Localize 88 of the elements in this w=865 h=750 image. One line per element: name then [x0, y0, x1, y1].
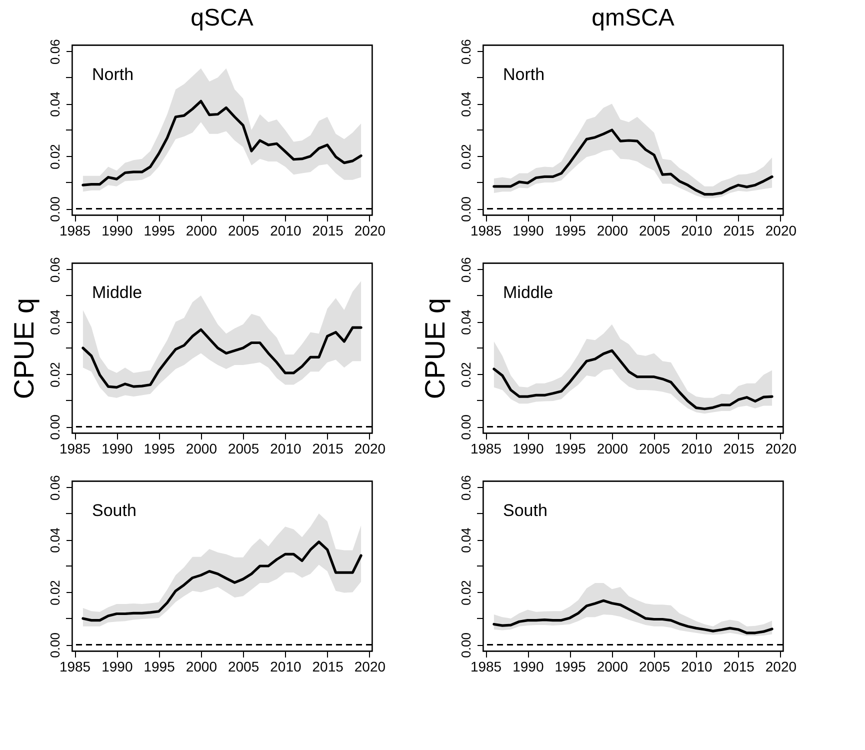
- x-tick-label: 2005: [228, 440, 260, 456]
- x-tick-label: 1995: [144, 658, 176, 674]
- x-tick-label: 2020: [354, 658, 386, 674]
- x-tick-label: 1985: [59, 440, 91, 456]
- annotation: Middle: [503, 283, 554, 302]
- x-tick-label: 2010: [681, 658, 712, 674]
- y-tick-label: 0.02: [458, 580, 474, 606]
- y-tick-label: 0.06: [48, 39, 62, 64]
- x-tick-label: 1990: [102, 222, 133, 238]
- y-tick-label: 0.00: [458, 414, 474, 440]
- x-tick-label: 2015: [723, 440, 755, 456]
- x-tick-label: 1995: [554, 658, 586, 674]
- y-tick-label: 0.04: [458, 92, 474, 117]
- line-series: [82, 100, 362, 186]
- x-tick-label: 2000: [596, 658, 628, 674]
- x-tick-label: 1985: [470, 658, 502, 674]
- x-tick-label: 2000: [186, 440, 218, 456]
- annotation: North: [92, 65, 134, 84]
- y-tick-label: 0.04: [458, 528, 474, 553]
- x-tick-label: 1990: [512, 658, 544, 674]
- x-tick-label: 2010: [270, 222, 302, 238]
- y-tick-label: 0.02: [458, 144, 474, 170]
- line-series: [492, 128, 774, 196]
- x-tick-label: 2005: [638, 440, 670, 456]
- x-tick-label: 2010: [681, 222, 712, 238]
- x-tick-label: 2020: [765, 222, 797, 238]
- x-tick-label: 1985: [470, 222, 502, 238]
- x-tick-label: 1990: [512, 440, 544, 456]
- y-tick-label: 0.06: [458, 257, 474, 282]
- x-tick-label: 1990: [512, 222, 544, 238]
- x-tick-label: 2015: [723, 222, 755, 238]
- x-tick-label: 2010: [270, 658, 302, 674]
- x-tick-label: 1995: [554, 222, 586, 238]
- x-tick-label: 2005: [638, 658, 670, 674]
- x-tick-label: 2010: [270, 440, 302, 456]
- x-tick-label: 2005: [228, 658, 260, 674]
- x-tick-label: 2005: [228, 222, 260, 238]
- y-tick-label: 0.04: [458, 310, 474, 335]
- y-axis-title: CPUE q: [420, 298, 450, 400]
- x-tick-label: 1985: [59, 222, 91, 238]
- y-axis-title: CPUE q: [8, 298, 40, 400]
- x-tick-label: 2015: [312, 440, 344, 456]
- annotation: South: [92, 501, 136, 520]
- y-tick-label: 0.02: [48, 580, 62, 606]
- y-tick-label: 0.00: [48, 196, 62, 222]
- x-tick-label: 2020: [354, 222, 386, 238]
- annotation: South: [503, 501, 548, 520]
- y-tick-label: 0.02: [48, 362, 62, 388]
- chart-title: qmSCA: [592, 4, 674, 32]
- x-tick-label: 1985: [470, 440, 502, 456]
- y-tick-label: 0.06: [48, 257, 62, 282]
- y-tick-label: 0.02: [458, 362, 474, 388]
- x-tick-label: 2010: [681, 440, 712, 456]
- x-tick-label: 2005: [638, 222, 670, 238]
- y-tick-label: 0.00: [48, 632, 62, 658]
- y-tick-label: 0.06: [48, 475, 62, 500]
- x-tick-label: 2015: [723, 658, 755, 674]
- y-tick-label: 0.00: [48, 414, 62, 440]
- y-tick-label: 0.02: [48, 144, 62, 170]
- y-tick-label: 0.00: [458, 632, 474, 658]
- y-tick-label: 0.04: [48, 310, 62, 335]
- line-series: [82, 326, 362, 389]
- x-tick-label: 2015: [312, 222, 344, 238]
- y-tick-label: 0.06: [458, 39, 474, 64]
- x-tick-label: 2020: [765, 440, 797, 456]
- x-tick-label: 2015: [312, 658, 344, 674]
- y-tick-label: 0.06: [458, 475, 474, 500]
- x-tick-label: 1985: [59, 658, 91, 674]
- x-tick-label: 2000: [186, 658, 218, 674]
- y-tick-label: 0.00: [458, 196, 474, 222]
- x-tick-label: 2000: [596, 222, 628, 238]
- x-tick-label: 1990: [102, 440, 133, 456]
- x-tick-label: 2020: [354, 440, 386, 456]
- x-tick-label: 2020: [765, 658, 797, 674]
- x-tick-label: 1995: [144, 440, 176, 456]
- annotation: Middle: [92, 283, 142, 302]
- x-tick-label: 2000: [186, 222, 218, 238]
- line-series: [82, 540, 362, 622]
- x-tick-label: 1995: [144, 222, 176, 238]
- line-series: [492, 599, 774, 634]
- x-tick-label: 1990: [102, 658, 133, 674]
- y-tick-label: 0.04: [48, 528, 62, 553]
- chart-title: qSCA: [190, 4, 254, 32]
- x-tick-label: 2000: [596, 440, 628, 456]
- line-series: [492, 349, 774, 410]
- x-tick-label: 1995: [554, 440, 586, 456]
- y-tick-label: 0.04: [48, 92, 62, 117]
- annotation: North: [503, 65, 545, 84]
